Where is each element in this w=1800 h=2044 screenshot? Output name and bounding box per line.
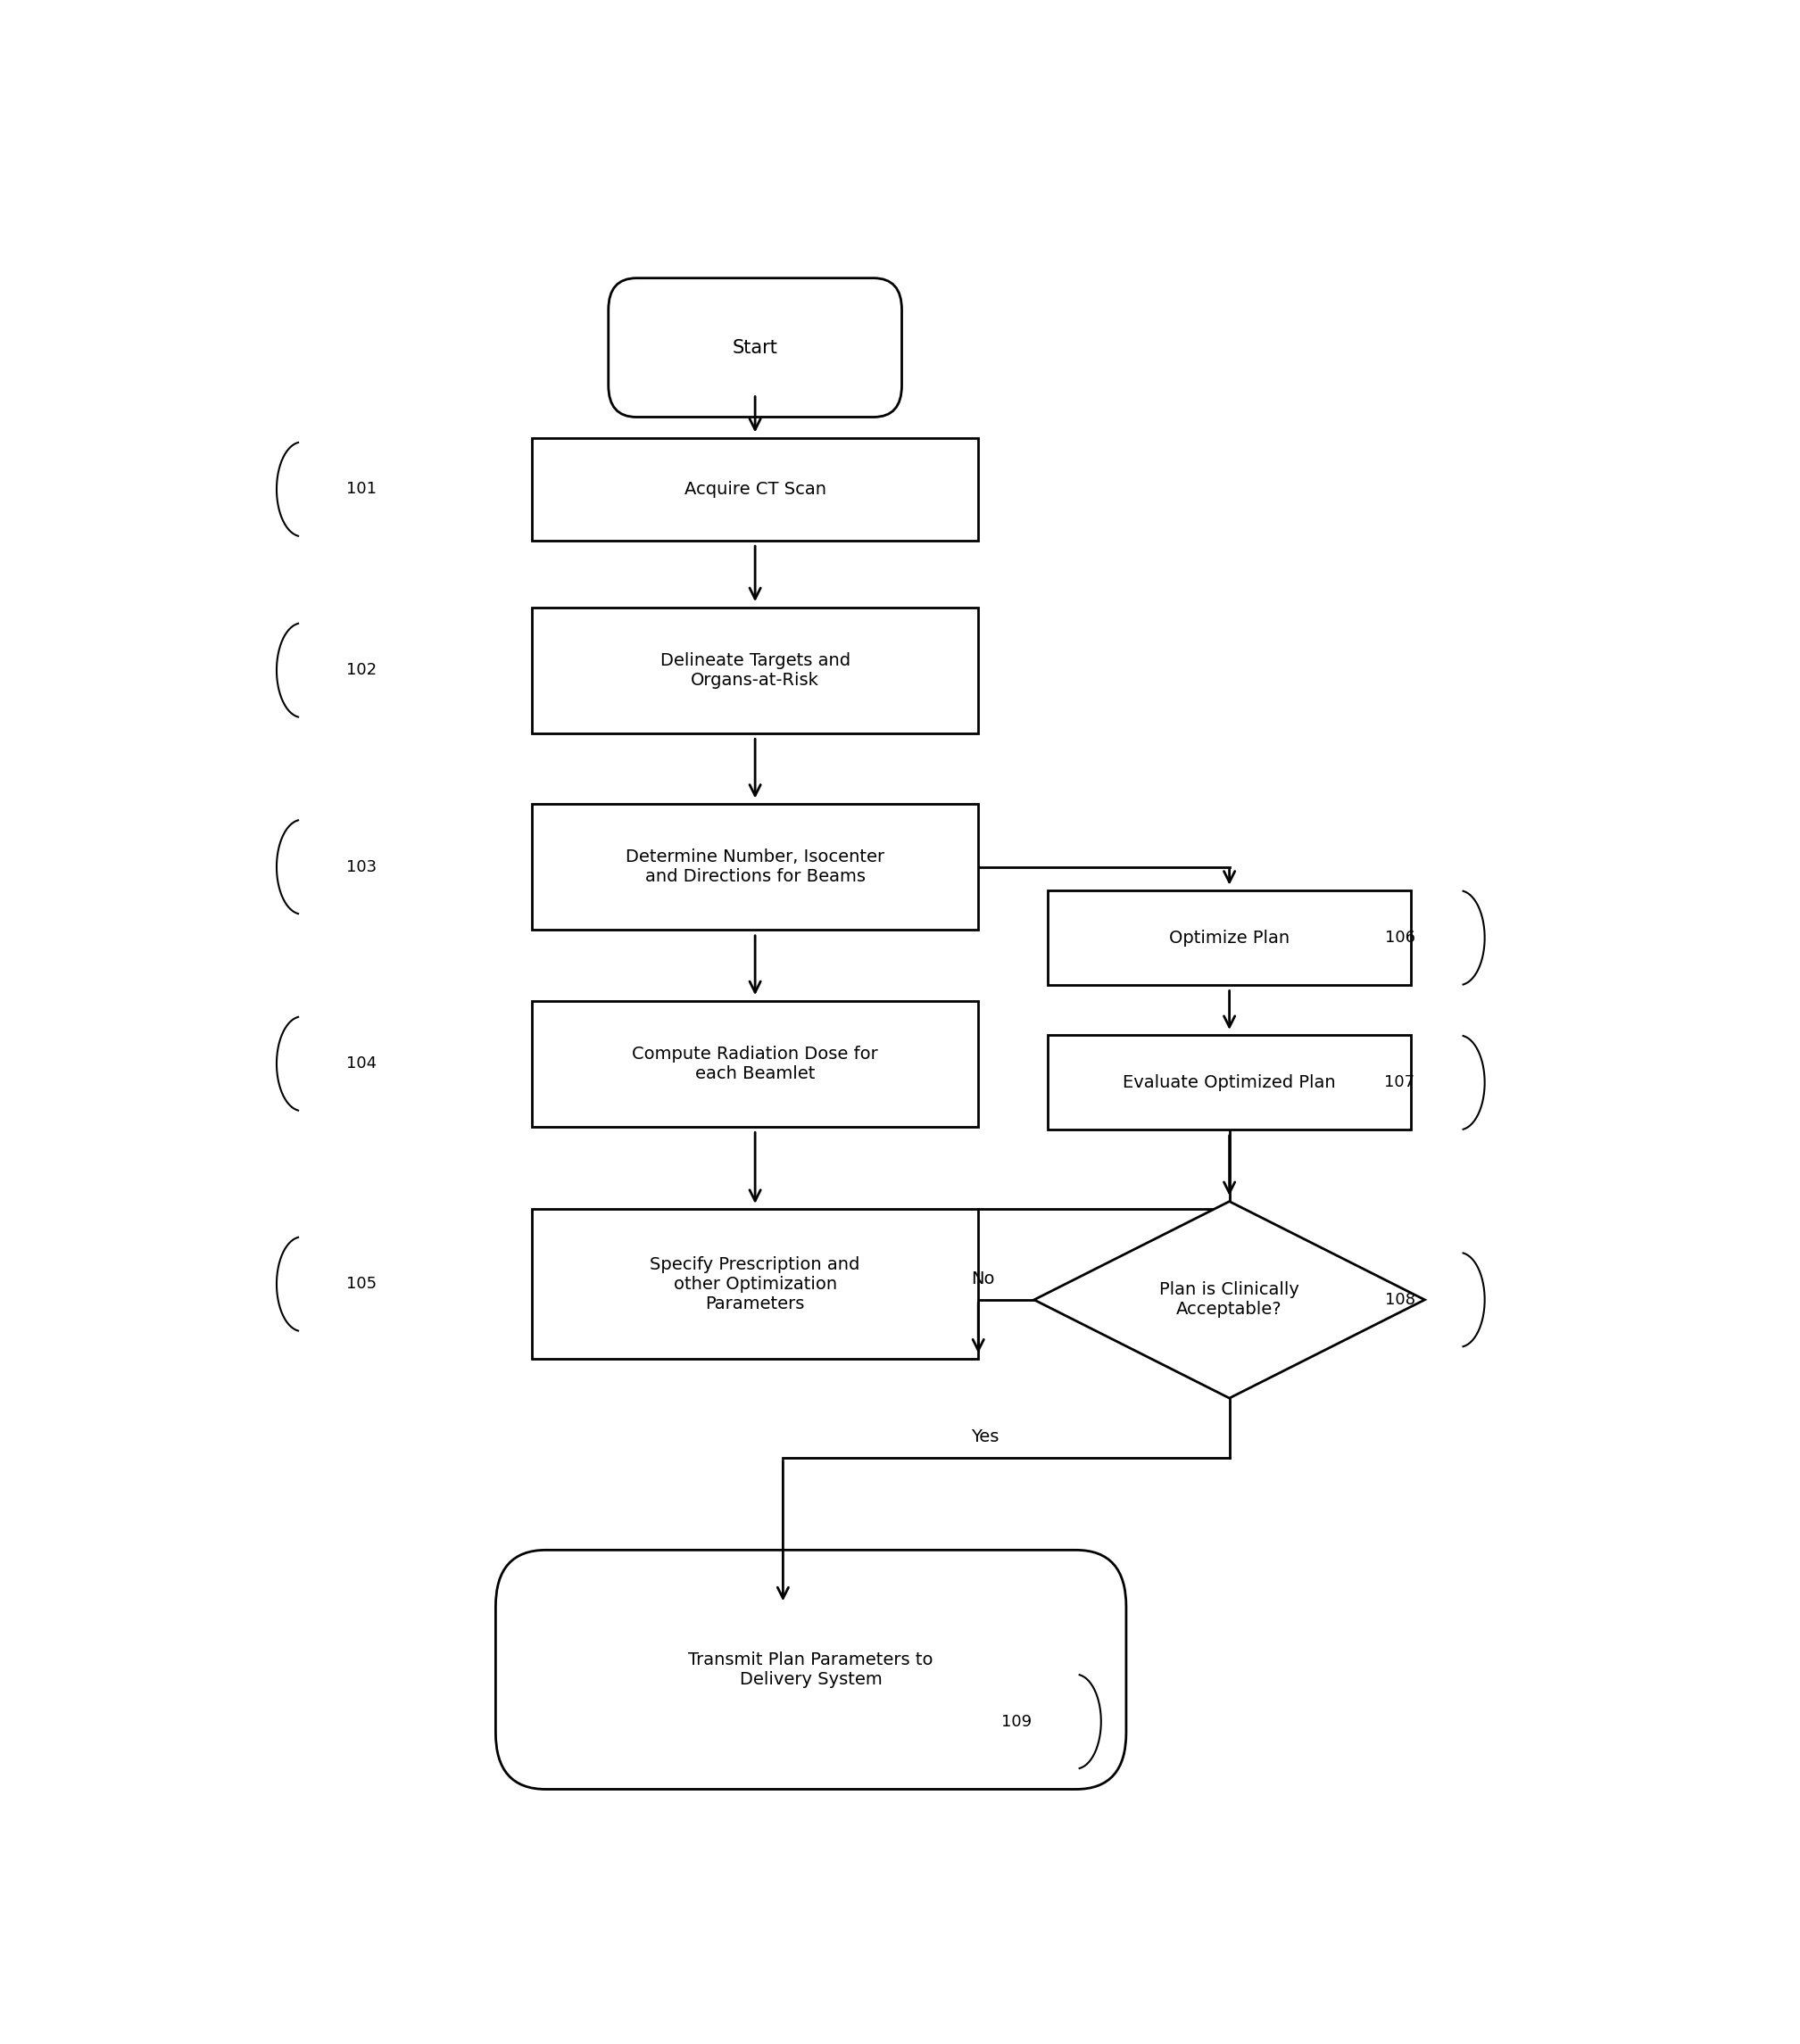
Text: 101: 101 bbox=[346, 480, 376, 497]
Text: Optimize Plan: Optimize Plan bbox=[1170, 930, 1289, 946]
Text: Compute Radiation Dose for
each Beamlet: Compute Radiation Dose for each Beamlet bbox=[632, 1044, 878, 1081]
Text: Plan is Clinically
Acceptable?: Plan is Clinically Acceptable? bbox=[1159, 1282, 1300, 1318]
Text: Start: Start bbox=[733, 339, 778, 356]
Text: 108: 108 bbox=[1384, 1292, 1415, 1308]
Bar bbox=[1048, 891, 1411, 985]
Text: 107: 107 bbox=[1384, 1075, 1415, 1091]
Text: 109: 109 bbox=[1001, 1713, 1031, 1729]
Text: 106: 106 bbox=[1384, 930, 1415, 946]
FancyBboxPatch shape bbox=[495, 1549, 1127, 1788]
Text: Delineate Targets and
Organs-at-Risk: Delineate Targets and Organs-at-Risk bbox=[661, 652, 850, 689]
Text: Specify Prescription and
other Optimization
Parameters: Specify Prescription and other Optimizat… bbox=[650, 1255, 860, 1312]
Text: 105: 105 bbox=[346, 1275, 376, 1292]
FancyBboxPatch shape bbox=[608, 278, 902, 417]
Bar bbox=[533, 437, 979, 540]
Bar bbox=[533, 1210, 979, 1359]
Text: No: No bbox=[972, 1271, 995, 1288]
Text: Yes: Yes bbox=[972, 1429, 999, 1445]
Bar bbox=[1048, 1036, 1411, 1130]
Bar bbox=[533, 1002, 979, 1126]
Bar bbox=[533, 607, 979, 734]
Text: Evaluate Optimized Plan: Evaluate Optimized Plan bbox=[1123, 1073, 1336, 1091]
Text: 103: 103 bbox=[346, 858, 376, 875]
Text: Acquire CT Scan: Acquire CT Scan bbox=[684, 480, 826, 497]
Polygon shape bbox=[1033, 1202, 1426, 1398]
Text: Transmit Plan Parameters to
Delivery System: Transmit Plan Parameters to Delivery Sys… bbox=[688, 1652, 934, 1688]
Text: 102: 102 bbox=[346, 662, 376, 679]
Text: Determine Number, Isocenter
and Directions for Beams: Determine Number, Isocenter and Directio… bbox=[626, 848, 884, 885]
Bar bbox=[533, 803, 979, 930]
Text: 104: 104 bbox=[346, 1055, 376, 1071]
